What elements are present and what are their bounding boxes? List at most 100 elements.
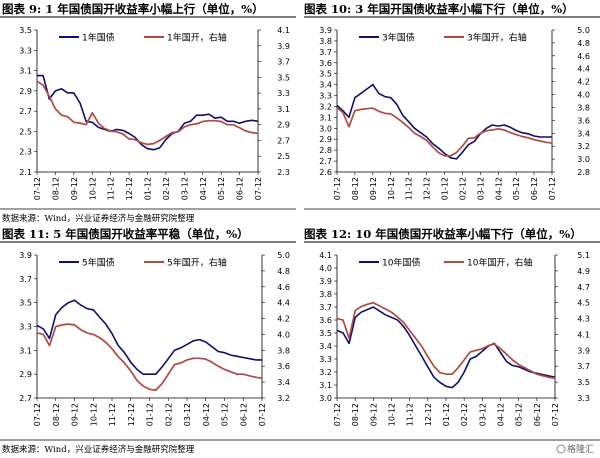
x-tick-label: 03-12: [478, 403, 487, 426]
y-right-tick-label: 3.8: [577, 103, 590, 112]
y-right-tick-label: 2.9: [277, 121, 290, 130]
y-left-tick-label: 3.5: [319, 329, 332, 338]
x-tick-label: 09-12: [71, 403, 80, 426]
y-left-tick-label: 3.5: [319, 70, 332, 79]
x-tick-label: 04-12: [494, 177, 503, 200]
legend-label: 5年国开，右轴: [167, 257, 227, 269]
y-right-tick-label: 3.0: [577, 155, 590, 164]
legend-label: 5年国债: [82, 257, 115, 269]
y-left-tick-label: 3.9: [19, 251, 32, 260]
chart-panel-11: 2.7 2.9 3.1 3.3 3.5 3.7 3.9 3.2 3.4 3.6 3.8 4.0 4.2 4…: [19, 251, 290, 426]
y-right-tick-label: 4.6: [277, 283, 290, 292]
x-tick-label: 07-12: [551, 403, 560, 426]
y-left-tick-label: 3.6: [319, 59, 332, 68]
y-right-tick-label: 4.1: [277, 26, 290, 35]
y-left-tick-label: 3.8: [319, 37, 332, 46]
y-right-tick-label: 4.8: [577, 39, 590, 48]
y-right-tick-label: 3.7: [577, 362, 590, 371]
source-note-top: 数据来源：Wind，兴业证券经济与金融研究院整理: [2, 213, 195, 224]
y-left-tick-label: 3.3: [319, 92, 332, 101]
chart-panel-12: 3.0 3.1 3.2 3.3 3.4 3.5 3.6 3.7 3.8 3.9 4.0 4.1 3.3 3…: [319, 251, 590, 426]
y-left-tick-label: 3.7: [319, 303, 332, 312]
series-line-right: [336, 106, 553, 157]
chart-title-10: 图表 10: 3 年国开国债收益率小幅下行（单位，%）: [304, 2, 574, 16]
x-tick-label: 08-12: [351, 177, 360, 200]
x-tick-label: 05-12: [217, 177, 226, 200]
y-left-tick-label: 3.5: [19, 299, 32, 308]
y-right-tick-label: 4.2: [277, 315, 290, 324]
y-left-tick-label: 2.1: [19, 168, 32, 177]
y-right-tick-label: 3.1: [277, 105, 290, 114]
y-left-tick-label: 2.9: [19, 87, 32, 96]
y-right-tick-label: 3.9: [277, 42, 290, 51]
y-right-tick-label: 2.3: [277, 168, 290, 177]
y-right-tick-label: 4.5: [577, 299, 590, 308]
legend-label: 10年国债: [382, 257, 420, 269]
watermark-logo-icon: [556, 444, 566, 454]
y-left-tick-label: 2.9: [19, 370, 32, 379]
y-left-tick-label: 3.3: [19, 323, 32, 332]
x-tick-label: 02-12: [164, 403, 173, 426]
chart-panel-10: 2.62.72.82.93.03.13.23.33.43.53.63.73.83…: [319, 26, 590, 200]
y-left-tick-label: 3.7: [19, 275, 32, 284]
y-left-tick-label: 3.3: [319, 355, 332, 364]
series-line-left: [336, 83, 552, 160]
x-tick-label: 09-12: [369, 177, 378, 200]
y-right-tick-label: 3.2: [577, 142, 590, 151]
y-right-tick-label: 3.8: [277, 346, 290, 355]
y-left-tick-label: 3.1: [19, 67, 32, 76]
x-tick-label: 04-12: [497, 403, 506, 426]
series-line-left: [36, 299, 262, 376]
y-right-tick-label: 2.8: [577, 168, 590, 177]
x-tick-label: 07-12: [258, 403, 267, 426]
source-note-bottom: 数据来源：Wind，兴业证券经济与金融研究院整理: [2, 444, 195, 455]
y-right-tick-label: 3.4: [577, 129, 590, 138]
y-left-tick-label: 3.6: [319, 316, 332, 325]
x-tick-label: 07-12: [333, 403, 342, 426]
y-left-tick-label: 2.9: [319, 135, 332, 144]
y-left-tick-label: 2.7: [319, 157, 332, 166]
y-right-tick-label: 3.7: [277, 58, 290, 67]
x-tick-label: 03-12: [180, 177, 189, 200]
y-left-tick-label: 2.7: [19, 394, 32, 403]
y-left-tick-label: 2.7: [19, 107, 32, 116]
x-tick-label: 10-12: [387, 177, 396, 200]
series-line-right: [36, 323, 263, 391]
y-left-tick-label: 3.0: [319, 394, 332, 403]
x-tick-label: 07-12: [548, 177, 557, 200]
y-right-tick-label: 3.5: [577, 378, 590, 387]
y-right-tick-label: 3.5: [277, 73, 290, 82]
x-tick-label: 08-12: [51, 177, 60, 200]
y-right-tick-label: 4.8: [277, 267, 290, 276]
y-right-tick-label: 4.7: [577, 283, 590, 292]
x-tick-label: 06-12: [236, 177, 245, 200]
y-right-tick-label: 3.3: [277, 89, 290, 98]
y-right-tick-label: 3.3: [577, 394, 590, 403]
y-left-tick-label: 3.7: [319, 48, 332, 57]
y-left-tick-label: 3.9: [319, 26, 332, 35]
x-tick-label: 12-12: [424, 403, 433, 426]
y-left-tick-label: 3.3: [19, 46, 32, 55]
legend-label: 1年国债: [82, 32, 115, 44]
x-tick-label: 03-12: [476, 177, 485, 200]
y-right-tick-label: 4.0: [577, 91, 590, 100]
chart-title-12: 图表 12: 10 年国债国开收益率小幅下行（单位，%）: [304, 227, 582, 241]
chart-title-9: 图表 9: 1 年国债国开收益率小幅上行（单位，%）: [2, 2, 264, 16]
x-tick-label: 05-12: [515, 403, 524, 426]
x-tick-label: 08-12: [52, 403, 61, 426]
series-line-right: [336, 301, 556, 379]
y-right-tick-label: 3.9: [577, 346, 590, 355]
x-tick-label: 06-12: [530, 177, 539, 200]
y-right-tick-label: 4.2: [577, 78, 590, 87]
y-right-tick-label: 4.4: [577, 65, 590, 74]
x-tick-label: 07-12: [33, 177, 42, 200]
legend-label: 10年国开，右轴: [467, 257, 532, 269]
y-left-tick-label: 2.3: [19, 148, 32, 157]
y-left-tick-label: 3.0: [319, 124, 332, 133]
chart-title-11: 图表 11: 5 年国债国开收益率平稳（单位，%）: [2, 227, 249, 241]
y-right-tick-label: 2.5: [277, 152, 290, 161]
x-tick-label: 11-12: [405, 177, 414, 200]
y-left-tick-label: 3.2: [319, 368, 332, 377]
y-left-tick-label: 4.1: [319, 251, 332, 260]
